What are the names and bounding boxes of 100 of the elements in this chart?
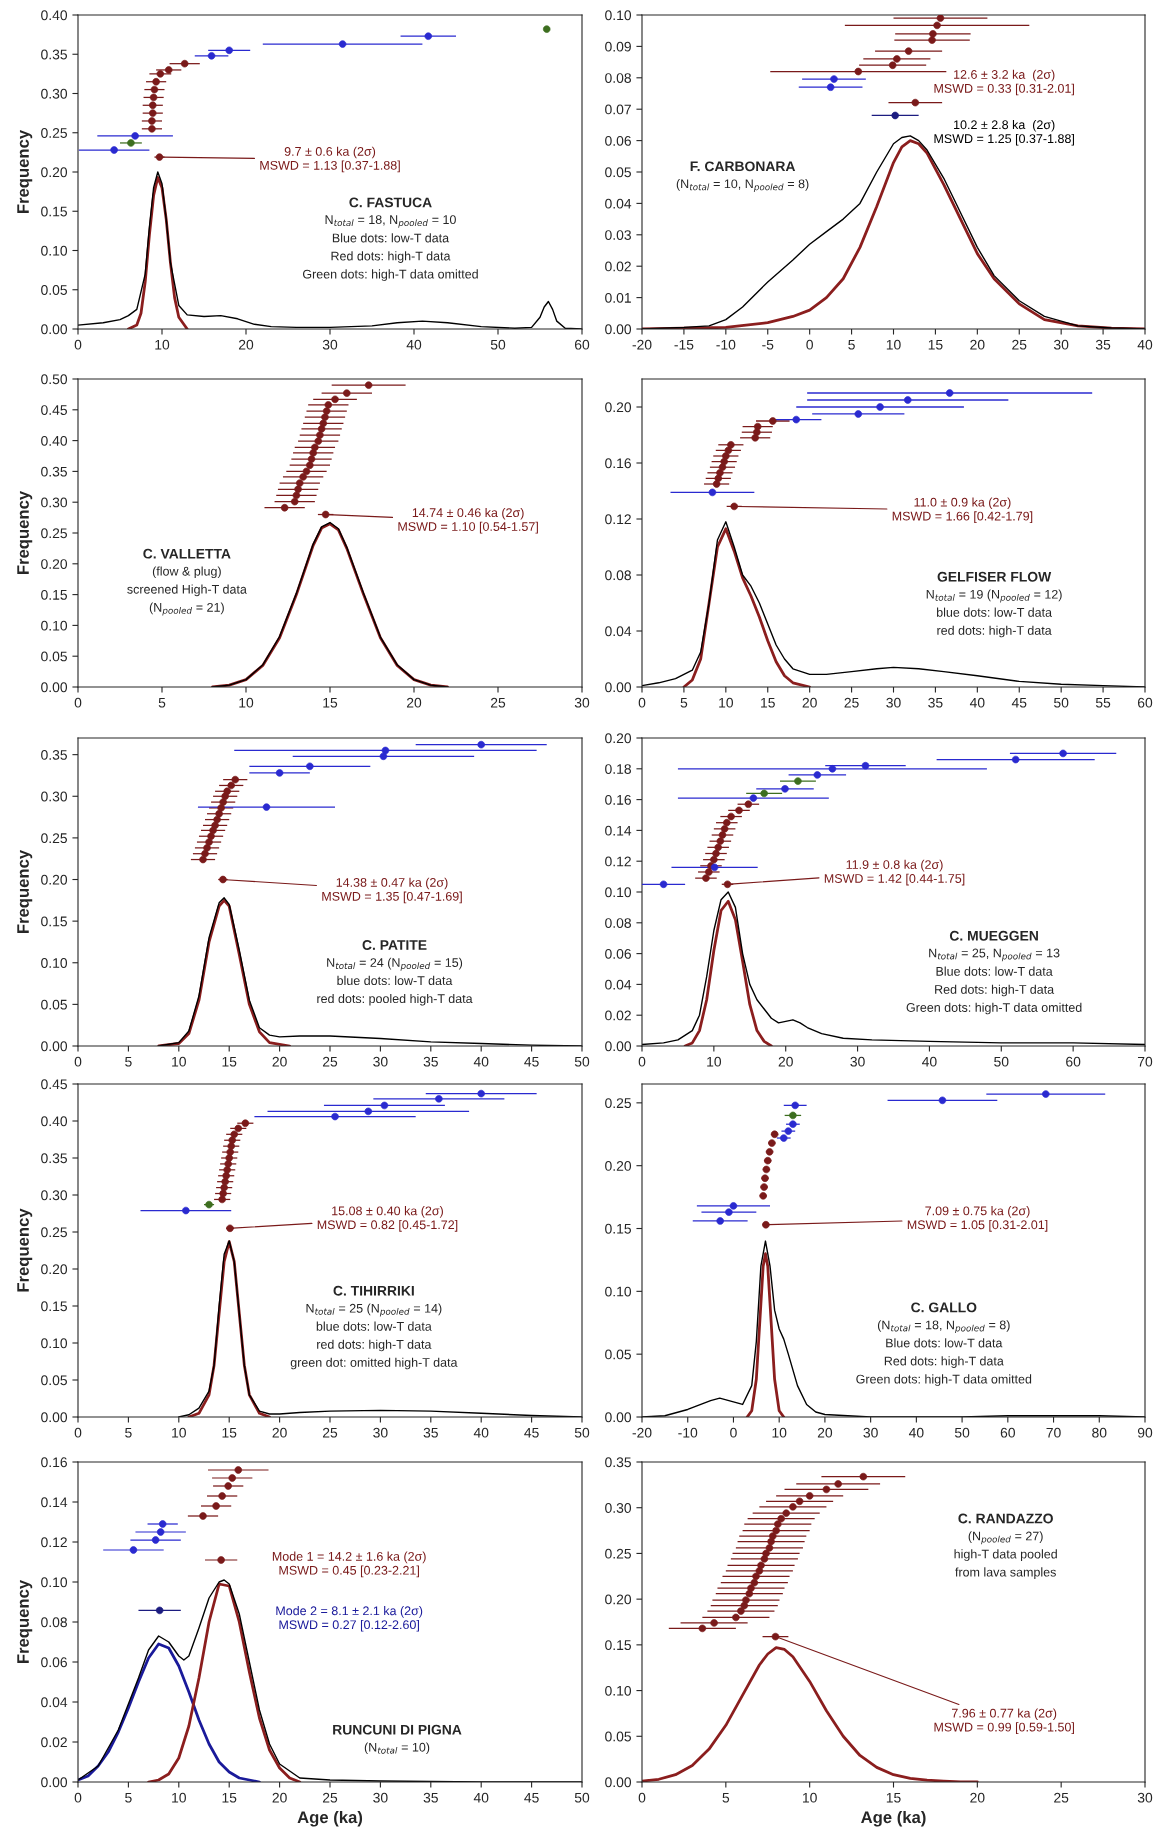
x-tick-label: 5	[680, 697, 688, 708]
y-tick-label: 0.30	[605, 1503, 632, 1513]
y-tick-label: 0.00	[605, 1777, 632, 1788]
annotation: Red dots: high-T data	[884, 1356, 1004, 1368]
x-tick-label: 70	[1137, 1056, 1153, 1067]
y-tick-label: 0.35	[41, 1153, 67, 1164]
x-tick-label: 45	[1011, 697, 1027, 708]
annotation: 14.38 ± 0.47 ka (2σ) MSWD = 1.35 [0.47-1.69]	[322, 877, 462, 904]
x-tick-label: 35	[928, 697, 943, 708]
x-tick-label: 10	[886, 339, 901, 350]
x-tick-label: 10	[239, 697, 254, 708]
x-tick-label: 25	[322, 1792, 338, 1803]
x-tick-label: 35	[423, 1056, 438, 1067]
x-tick-label: 15	[323, 697, 338, 708]
y-tick-label: 0.25	[605, 1548, 631, 1559]
x-tick-label: 50	[574, 1427, 590, 1438]
y-tick-label: 0.18	[605, 764, 631, 774]
annotation: 12.6 ± 3.2 ka (2σ) MSWD = 0.33 [0.31-2.01]	[934, 69, 1074, 96]
y-tick-label: 0.20	[41, 167, 68, 178]
x-tick-label: 30	[373, 1427, 388, 1438]
x-tick-label: 20	[272, 1056, 287, 1067]
annotation: GELFISER FLOW	[937, 571, 1052, 582]
x-tick-label: 0	[638, 1056, 646, 1067]
y-tick-label: 0.06	[41, 1657, 67, 1668]
y-tick-label: 0.35	[41, 49, 67, 60]
x-tick-label: 35	[423, 1427, 438, 1438]
x-tick-label: 40	[969, 697, 985, 708]
x-tick-label: 10	[172, 1056, 186, 1067]
x-tick-label: 40	[473, 1056, 489, 1067]
annotation: C. VALLETTA	[143, 548, 231, 559]
x-tick-label: 25	[322, 1056, 338, 1067]
annotation: C. RANDAZZO	[958, 1513, 1053, 1524]
x-tick-label: 30	[1137, 1792, 1153, 1803]
y-tick-label: 0.00	[605, 1041, 632, 1052]
annotation: 11.9 ± 0.8 ka (2σ) MSWD = 1.42 [0.44-1.75]	[824, 859, 965, 886]
x-tick-label: 50	[490, 339, 506, 350]
x-tick-label: -20	[632, 1427, 652, 1438]
x-tick-label: 50	[994, 1056, 1009, 1067]
x-tick-label: 5	[158, 697, 166, 708]
x-tick-label: 20	[238, 339, 254, 350]
y-tick-label: 0.10	[605, 1286, 632, 1297]
annotation: C. PATITE	[362, 940, 427, 950]
y-tick-label: 0.15	[605, 1223, 631, 1234]
y-tick-label: 0.25	[41, 833, 67, 844]
y-tick-label: 0.00	[605, 1412, 632, 1423]
annotation: high-T data pooled	[954, 1549, 1057, 1561]
x-tick-label: 20	[970, 339, 985, 350]
x-tick-label: 35	[423, 1792, 438, 1803]
y-axis-title: Frequency	[17, 849, 33, 934]
x-tick-label: 0	[806, 339, 813, 350]
y-tick-label: 0.08	[41, 1617, 67, 1628]
x-tick-label: 5	[848, 339, 855, 350]
y-tick-label: 0.30	[41, 791, 68, 802]
y-tick-label: 0.10	[605, 10, 632, 21]
y-tick-label: 0.30	[41, 88, 68, 99]
annotation: blue dots: low-T data	[337, 975, 453, 986]
x-tick-label: -5	[762, 339, 774, 350]
annotation: red dots: high-T data	[317, 1339, 432, 1352]
y-axis-title: Frequency	[17, 490, 33, 575]
x-tick-label: 10	[172, 1792, 186, 1803]
x-tick-label: 40	[922, 1056, 937, 1067]
annotation: C. TIHIRRIKI	[333, 1285, 414, 1296]
x-tick-label: 0	[74, 339, 82, 350]
annotation: 7.96 ± 0.77 ka (2σ) MSWD = 0.99 [0.59-1.50]	[934, 1708, 1074, 1734]
x-tick-label: -10	[716, 339, 736, 350]
annotation: Mode 1 = 14.2 ± 1.6 ka (2σ) MSWD = 0.45 [0.23-2.21]	[272, 1551, 426, 1578]
y-tick-label: 0.04	[605, 979, 632, 990]
y-tick-label: 0.02	[41, 1737, 67, 1748]
x-tick-label: 15	[222, 1792, 237, 1803]
y-tick-label: 0.40	[41, 1116, 68, 1127]
x-tick-label: 30	[322, 339, 338, 350]
x-tick-label: 60	[1066, 1056, 1081, 1067]
x-tick-label: 5	[125, 1792, 132, 1803]
x-tick-label: 0	[638, 1792, 646, 1803]
y-tick-label: 0.20	[605, 1594, 632, 1605]
y-tick-label: 0.16	[605, 458, 631, 469]
x-tick-label: 30	[863, 1427, 878, 1438]
y-tick-label: 0.20	[605, 733, 632, 744]
y-tick-label: 0.14	[41, 1497, 68, 1508]
annotation: N$_{total}$ = 25 (N$_{pooled}$ = 14)	[306, 1303, 442, 1317]
y-tick-label: 0.05	[41, 999, 67, 1010]
annotation: Green dots: high-T data omitted	[906, 1002, 1082, 1015]
y-tick-label: 0.05	[41, 651, 67, 662]
y-tick-label: 0.35	[605, 1457, 631, 1468]
y-tick-label: 0.20	[41, 1264, 68, 1275]
annotation: from lava samples	[955, 1567, 1056, 1580]
y-tick-label: 0.15	[41, 206, 67, 217]
annotation: Mode 2 = 8.1 ± 2.1 ka (2σ) MSWD = 0.27 [0.12-2.60]	[276, 1606, 423, 1632]
x-tick-label: 55	[1095, 697, 1111, 708]
x-tick-label: 20	[272, 1792, 287, 1803]
x-tick-label: 0	[74, 1792, 82, 1803]
annotation: (N$_{pooled}$ = 21)	[149, 602, 224, 616]
x-axis-title: Age (ka)	[297, 1810, 363, 1827]
y-tick-label: 0.20	[605, 1161, 632, 1171]
y-tick-label: 0.15	[41, 1301, 67, 1312]
annotation: 11.0 ± 0.9 ka (2σ) MSWD = 1.66 [0.42-1.79]	[892, 497, 1033, 523]
annotation: 14.74 ± 0.46 ka (2σ) MSWD = 1.10 [0.54-1.57]	[398, 507, 538, 534]
annotation: blue dots: low-T data	[937, 607, 1053, 617]
annotation: N$_{total}$ = 18, N$_{pooled}$ = 10	[325, 215, 456, 228]
annotation: (N$_{total}$ = 10)	[364, 1742, 430, 1755]
